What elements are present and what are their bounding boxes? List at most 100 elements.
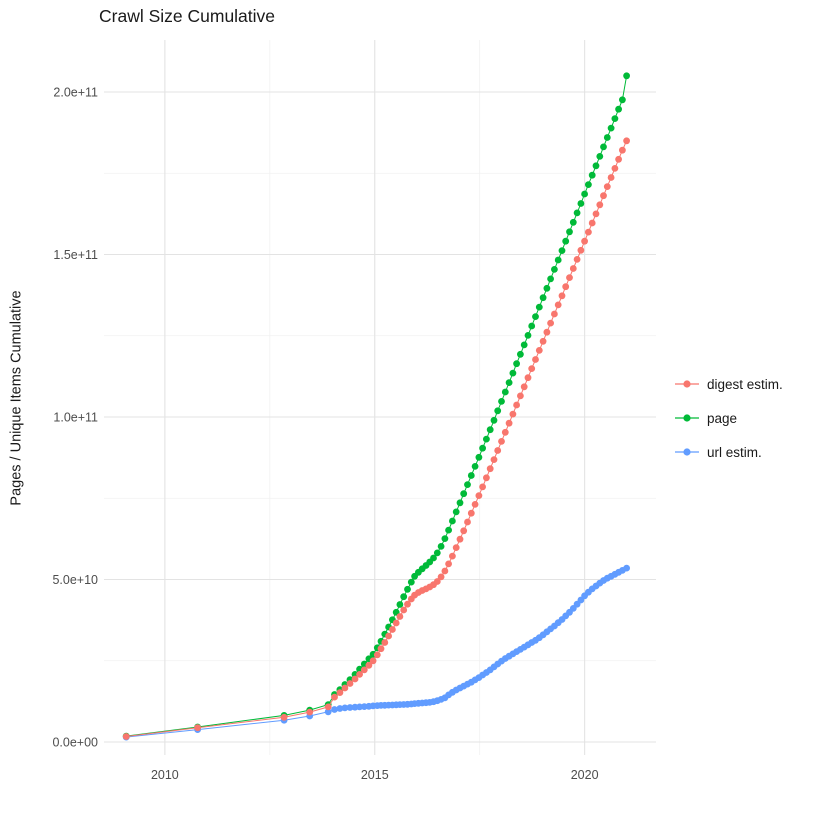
series-point-digest-estim (535, 347, 543, 354)
series-point-digest-estim (449, 552, 456, 560)
series-point-page (603, 134, 611, 141)
series-point-page (449, 517, 456, 525)
series-point-digest-estim (524, 374, 532, 382)
series-point-digest-estim (498, 438, 505, 445)
series-point-page (566, 228, 573, 236)
series-point-digest-estim (611, 165, 619, 172)
series-point-page (505, 379, 513, 386)
series-point-digest-estim (483, 474, 490, 482)
series-point-digest-estim (452, 544, 460, 551)
series-point-digest-estim (607, 174, 615, 181)
series-point-page (464, 481, 471, 488)
series-point-digest-estim (471, 501, 479, 508)
series-point-page (558, 247, 566, 255)
series-point-digest-estim (566, 274, 573, 281)
series-point-page (528, 322, 536, 330)
series-point-digest-estim (551, 310, 558, 318)
series-point-digest-estim (615, 155, 622, 163)
series-point-digest-estim (433, 578, 441, 585)
series-point-digest-estim (505, 419, 513, 427)
series-point-digest-estim (490, 456, 498, 463)
series-point-url-estim (331, 706, 338, 713)
series-point-page (456, 499, 464, 507)
series-point-digest-estim (365, 661, 373, 669)
legend: digest estim. page url estim. (674, 372, 783, 464)
series-point-digest-estim (122, 733, 130, 740)
series-point-digest-estim (592, 210, 600, 218)
series-point-digest-estim (577, 246, 585, 254)
series-point-digest-estim (392, 619, 400, 627)
series-point-page (509, 369, 517, 377)
series-point-digest-estim (600, 192, 607, 200)
legend-label-digest-estim: digest estim. (707, 376, 783, 392)
series-point-url-estim (623, 564, 630, 572)
series-line-page (126, 75, 628, 737)
series-point-digest-estim (475, 492, 483, 499)
series-point-url-estim (346, 704, 354, 711)
series-point-page (573, 209, 581, 217)
series-point-page (513, 360, 520, 368)
series-point-digest-estim (494, 447, 502, 454)
series-point-page (479, 444, 486, 452)
series-point-digest-estim (377, 645, 385, 653)
series-point-digest-estim (547, 319, 554, 327)
series-point-page (551, 266, 558, 273)
series-point-page (501, 388, 509, 396)
series-point-digest-estim (486, 465, 494, 473)
series-point-digest-estim (558, 292, 566, 300)
series-point-digest-estim (324, 703, 332, 711)
series-point-digest-estim (306, 708, 314, 716)
series-point-page (543, 284, 551, 292)
series-point-digest-estim (389, 626, 396, 633)
series-point-digest-estim (441, 567, 449, 575)
series-point-page (517, 350, 524, 358)
series-point-digest-estim (341, 684, 349, 692)
legend-item-page: page (674, 406, 783, 430)
series-point-digest-estim (351, 675, 359, 683)
x-tick-label: 2020 (571, 768, 599, 782)
legend-item-digest-estim: digest estim. (674, 372, 783, 396)
series-point-digest-estim (280, 713, 288, 721)
series-point-digest-estim (360, 666, 368, 674)
y-tick-label: 5.0e+10 (52, 573, 98, 587)
series-point-digest-estim (562, 283, 570, 291)
y-tick-label: 0.0e+00 (52, 736, 98, 750)
series-point-digest-estim (585, 228, 592, 236)
series-point-page (607, 124, 615, 132)
series-point-page (619, 96, 626, 104)
series-point-digest-estim (346, 680, 354, 687)
series-point-page (396, 601, 404, 608)
x-tick-label: 2010 (151, 768, 179, 782)
series-point-digest-estim (569, 265, 577, 272)
series-point-page (498, 398, 505, 405)
y-tick-label: 1.5e+11 (53, 248, 98, 262)
series-point-page (524, 332, 532, 339)
series-point-digest-estim (331, 693, 338, 701)
legend-label-url-estim: url estim. (707, 444, 762, 460)
series-point-page (596, 153, 604, 160)
series-point-page (452, 508, 460, 516)
y-tick-label: 2.0e+11 (53, 86, 98, 100)
series-point-page (615, 105, 622, 113)
series-point-digest-estim (356, 671, 363, 678)
series-point-page (532, 313, 539, 320)
series-point-page (430, 554, 437, 562)
series-point-page (600, 143, 607, 151)
series-point-url-estim (341, 704, 349, 712)
legend-label-page: page (707, 410, 738, 426)
series-point-page (467, 472, 475, 479)
series-point-digest-estim (588, 219, 596, 227)
series-point-digest-estim (532, 356, 539, 363)
series-point-digest-estim (479, 483, 486, 491)
series-point-page (483, 435, 490, 443)
series-point-digest-estim (467, 509, 475, 517)
legend-key-icon-digest-estim (675, 380, 699, 388)
series-point-page (623, 72, 630, 80)
series-point-digest-estim (539, 337, 547, 345)
series-point-digest-estim (501, 428, 509, 436)
series-point-page (437, 543, 445, 550)
series-point-digest-estim (385, 632, 392, 640)
series-point-digest-estim (543, 328, 551, 336)
